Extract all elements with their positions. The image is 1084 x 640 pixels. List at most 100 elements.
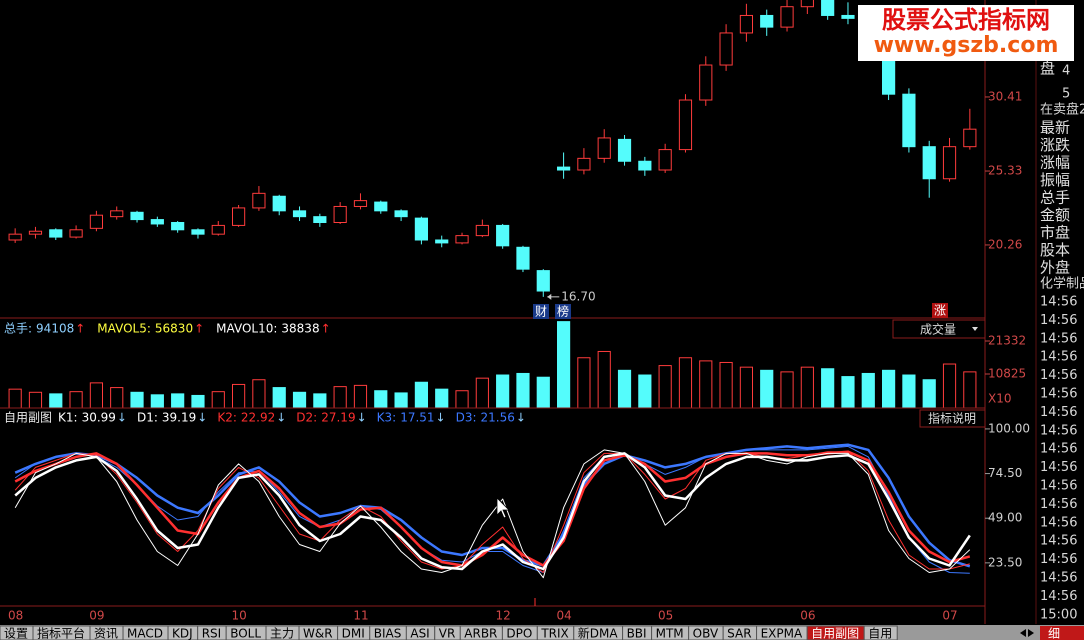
x-tick-label: 09 <box>89 609 104 623</box>
tab-label[interactable]: 自用 <box>868 627 892 640</box>
legend-value: 27.19 <box>321 411 355 425</box>
tab-label[interactable]: ASI <box>410 627 429 640</box>
tab-label[interactable]: ARBR <box>464 627 497 640</box>
candle-body <box>211 224 225 235</box>
candle-body <box>353 200 368 207</box>
x-tick-label: 05 <box>658 609 673 623</box>
volume-bar <box>211 391 225 409</box>
candle-body <box>292 210 307 218</box>
volume-bar <box>8 388 22 409</box>
panel-label: 盘 <box>1040 60 1055 78</box>
y-tick-label: 100.00 <box>988 421 1030 435</box>
volume-bar <box>638 374 652 409</box>
candle-body <box>150 219 164 225</box>
badge-bg <box>555 304 571 319</box>
candle-body <box>739 14 753 34</box>
volume-bar <box>272 387 286 409</box>
volume-bar <box>353 384 368 409</box>
legend-value: 17.51 <box>400 411 434 425</box>
indicator-line <box>14 451 970 573</box>
candle-body <box>475 224 489 237</box>
tab[interactable] <box>863 625 898 640</box>
selector-box[interactable] <box>892 319 986 339</box>
tab-label[interactable]: MTM <box>656 627 684 640</box>
volume-bar <box>617 369 632 409</box>
candle-body <box>191 229 205 235</box>
tab-label[interactable]: KDJ <box>172 627 193 640</box>
tab-label[interactable]: 细 <box>1048 627 1060 640</box>
tab[interactable] <box>1040 626 1084 640</box>
tab-label[interactable]: RSI <box>202 627 222 640</box>
volume-bar <box>374 390 388 409</box>
time-label: 14:56 <box>1040 405 1077 420</box>
volume-bar <box>394 392 408 409</box>
help-box[interactable] <box>919 409 986 428</box>
volume-selector[interactable]: 成交量 <box>920 322 956 337</box>
volume-bar <box>69 391 83 409</box>
time-label: 14:56 <box>1040 552 1077 567</box>
tab-label[interactable]: BOLL <box>230 627 261 640</box>
volume-bar <box>232 383 246 409</box>
volume-bar <box>496 374 510 409</box>
volume-bar <box>800 366 814 409</box>
panel-item: 振幅 <box>1040 171 1070 189</box>
volume-bar <box>821 368 835 409</box>
tab-label[interactable]: 自用副图 <box>811 627 859 640</box>
tab-label[interactable]: DMI <box>342 627 365 640</box>
volume-bar <box>89 382 103 409</box>
panel-label: 5 <box>1062 87 1070 102</box>
panel-label: 4 <box>1062 64 1070 79</box>
header-arrow: ↑ <box>75 322 85 336</box>
badge: 涨 <box>934 303 946 318</box>
tab-label[interactable]: 新DMA <box>578 626 619 640</box>
volume-bar <box>739 366 753 409</box>
legend-name: D3: <box>456 411 477 425</box>
scroll-arrows <box>1020 629 1034 637</box>
time-label: 15:00 <box>1040 607 1077 622</box>
candle-body <box>232 207 246 226</box>
legend-value: 22.92 <box>241 411 275 425</box>
tab-label[interactable]: OBV <box>693 627 719 640</box>
tab-label[interactable]: EXPMA <box>761 627 803 640</box>
dropdown-icon <box>972 327 978 331</box>
tab-label[interactable]: BBI <box>627 627 647 640</box>
volume-bar <box>699 360 713 409</box>
tab-label[interactable]: W&R <box>303 627 333 640</box>
candle-body <box>414 217 428 241</box>
tab-label[interactable]: TRIX <box>540 627 568 640</box>
candle-body <box>658 149 672 171</box>
volume-bar <box>841 376 855 409</box>
volume-bar <box>780 371 794 409</box>
legend-name: K3: <box>377 411 397 425</box>
tab-label[interactable]: 主力 <box>270 627 294 640</box>
tab-label[interactable]: 资讯 <box>94 627 118 640</box>
panel-item: 市盘 <box>1040 224 1070 242</box>
tab-label[interactable]: 指标平台 <box>37 626 85 640</box>
tab-label[interactable]: MACD <box>127 627 163 640</box>
volume-bar <box>963 371 977 409</box>
watermark-url: www.gszb.com <box>874 33 1059 58</box>
legend-name: D1: <box>137 411 158 425</box>
y-tick-label: 10825 <box>988 367 1026 381</box>
tab-label[interactable]: DPO <box>506 627 532 640</box>
panel-item: 涨跌 <box>1040 136 1070 154</box>
tab-label[interactable]: VR <box>439 627 456 640</box>
volume-bar <box>922 379 936 409</box>
volume-bar <box>882 369 896 409</box>
tab-label[interactable]: BIAS <box>374 627 402 640</box>
header-label: MAVOL5: <box>97 322 151 336</box>
header-value: 94108 <box>36 322 74 336</box>
volume-bar <box>557 321 571 409</box>
candle-body <box>780 6 794 28</box>
candle-body <box>963 128 977 148</box>
help-button[interactable]: 指标说明 <box>928 411 976 426</box>
volume-bar <box>414 381 428 409</box>
legend-name: D2: <box>296 411 317 425</box>
tab-label[interactable]: 设置 <box>4 627 28 640</box>
panel-item: 总手 <box>1040 189 1070 207</box>
legend-value: 21.56 <box>481 411 515 425</box>
candle-body <box>252 192 266 209</box>
candle-body <box>922 146 936 180</box>
x-tick-label: 06 <box>800 609 815 623</box>
tab-label[interactable]: SAR <box>727 627 751 640</box>
